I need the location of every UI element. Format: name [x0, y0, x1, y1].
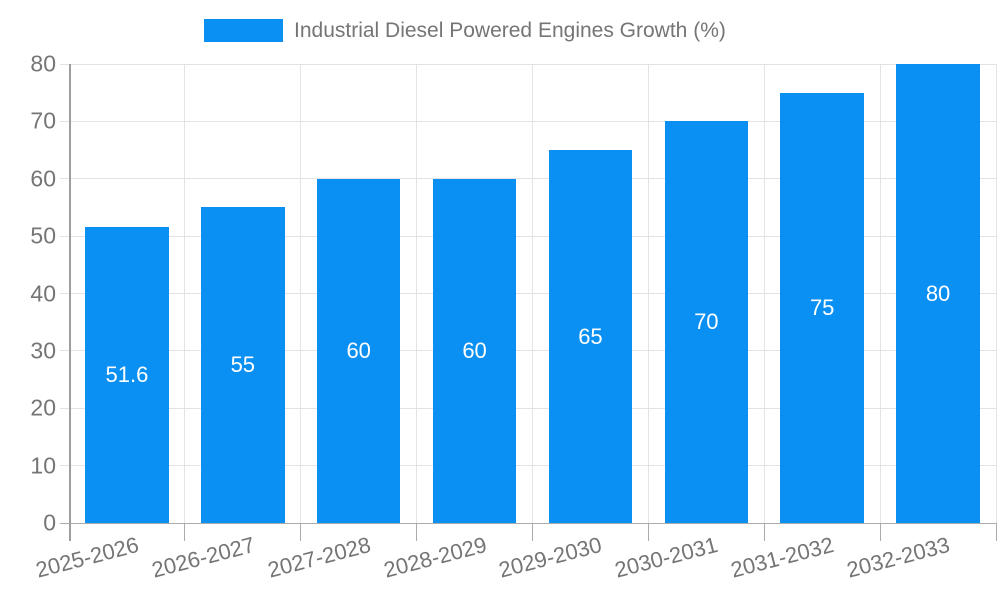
x-tick-mark [763, 523, 765, 541]
y-tick-label: 50 [30, 222, 56, 249]
y-gridline [60, 235, 996, 237]
plot-area: 51.6 55 60 60 65 70 75 80 [60, 63, 997, 541]
x-gridline [647, 64, 649, 523]
legend-swatch-icon [204, 19, 283, 42]
y-gridline [60, 178, 996, 180]
y-tick-label: 40 [30, 280, 56, 306]
y-gridline [60, 407, 996, 409]
legend-label: Industrial Diesel Powered Engines Growth… [294, 19, 726, 42]
y-tick-label: 60 [30, 165, 56, 192]
x-gridline [995, 64, 997, 523]
bar-value-label: 75 [809, 294, 835, 320]
chart-legend[interactable]: Industrial Diesel Powered Engines Growth… [204, 19, 726, 42]
bar-2026-2027[interactable] [201, 207, 285, 523]
y-tick-label: 10 [30, 452, 56, 479]
bar-2032-2033[interactable] [896, 64, 980, 523]
bar-2031-2032[interactable] [780, 92, 864, 523]
bar-2029-2030[interactable] [548, 150, 633, 523]
x-axis-baseline [60, 522, 996, 524]
bar-value-label: 65 [578, 323, 603, 349]
bar-value-label: 55 [230, 352, 256, 378]
bar-2027-2028[interactable] [316, 178, 401, 523]
bar-value-label: 51.6 [105, 361, 149, 387]
y-tick-label: 80 [30, 50, 56, 77]
y-gridline [60, 350, 996, 352]
bar-value-label: 60 [346, 337, 371, 363]
x-tick-mark [647, 523, 649, 541]
y-gridline [60, 63, 996, 65]
x-tick-mark [879, 523, 881, 541]
x-gridline [184, 64, 186, 523]
x-tick-mark [532, 523, 533, 541]
x-tick-mark [300, 523, 302, 541]
x-tick-mark [995, 523, 997, 541]
x-gridline [763, 64, 765, 523]
x-tick-mark [184, 523, 186, 541]
x-gridline [532, 64, 533, 523]
x-tick-mark [416, 523, 418, 541]
bar-value-label: 60 [462, 337, 487, 363]
bar-2028-2029[interactable] [432, 178, 517, 523]
bar-value-label: 70 [694, 309, 719, 335]
x-gridline [416, 64, 418, 523]
y-tick-label: 20 [30, 394, 56, 421]
y-axis-line [69, 64, 71, 541]
x-gridline [300, 64, 302, 523]
y-tick-label: 30 [30, 337, 56, 364]
y-gridline [60, 465, 996, 467]
bar-value-label: 80 [925, 280, 951, 306]
y-gridline [60, 293, 996, 294]
y-tick-label: 0 [43, 509, 56, 536]
y-gridline [60, 120, 996, 122]
y-tick-label: 70 [30, 107, 56, 134]
bar-2030-2031[interactable] [664, 121, 749, 523]
bar-2025-2026[interactable] [85, 226, 169, 523]
x-gridline [879, 64, 881, 523]
